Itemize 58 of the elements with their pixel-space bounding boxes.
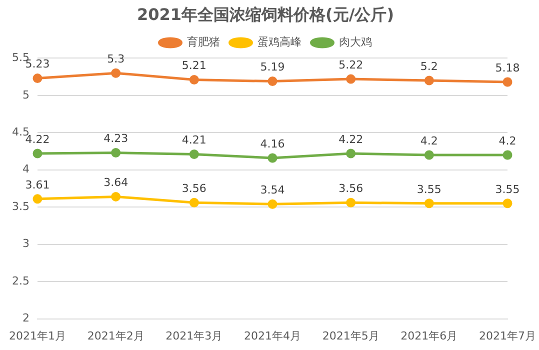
data-label: 4.22 — [338, 132, 364, 146]
point — [424, 198, 434, 208]
data-label: 3.56 — [182, 182, 206, 196]
data-label: 3.55 — [416, 182, 442, 196]
point — [346, 198, 356, 208]
x-tick-label: 2021年5月 — [322, 329, 380, 342]
data-label: 4.2 — [420, 134, 438, 148]
data-label: 4.2 — [498, 134, 516, 148]
data-label: 3.54 — [260, 183, 285, 196]
point — [189, 198, 199, 208]
data-label: 5.22 — [338, 58, 364, 72]
legend-label: 肉大鸡 — [338, 36, 372, 49]
point — [346, 74, 356, 84]
point — [32, 148, 42, 158]
y-tick-label: 3 — [22, 237, 30, 250]
point — [111, 68, 121, 78]
data-label: 5.18 — [495, 61, 520, 74]
point — [111, 148, 121, 158]
point — [268, 76, 278, 86]
chart-title: 2021年全国浓缩饲料价格(元/公斤) — [137, 4, 394, 24]
point — [502, 77, 512, 87]
legend-label: 蛋鸡高峰 — [257, 36, 302, 49]
data-label: 5.3 — [107, 52, 125, 66]
y-tick-label: 4 — [22, 162, 30, 176]
x-tick-label: 2021年1月 — [8, 329, 66, 342]
x-tick-label: 2021年6月 — [400, 329, 458, 342]
point — [502, 198, 512, 208]
data-label: 4.16 — [260, 137, 285, 150]
y-tick-label: 5 — [22, 88, 30, 102]
point — [268, 153, 278, 163]
point — [424, 76, 434, 86]
y-tick-label: 2.5 — [12, 274, 30, 288]
point — [189, 75, 199, 85]
data-label: 3.55 — [495, 182, 520, 196]
data-label: 4.21 — [182, 134, 206, 147]
point — [268, 199, 278, 209]
x-tick-label: 2021年7月 — [479, 329, 536, 342]
x-tick-label: 2021年3月 — [166, 329, 223, 342]
point — [502, 150, 512, 160]
point — [111, 192, 121, 202]
point — [32, 194, 42, 204]
x-tick-label: 2021年4月 — [244, 329, 301, 342]
data-label: 3.64 — [104, 176, 128, 190]
y-tick-label: 3.5 — [12, 200, 30, 213]
y-tick-label: 2 — [22, 312, 30, 325]
data-label: 5.23 — [25, 58, 50, 71]
data-label: 4.23 — [104, 132, 128, 146]
point — [32, 74, 42, 84]
legend-label: 育肥猪 — [186, 36, 220, 49]
point — [189, 150, 199, 159]
data-label: 5.2 — [420, 60, 438, 73]
data-label: 3.56 — [338, 182, 364, 196]
data-label: 5.21 — [182, 59, 206, 72]
point — [346, 148, 356, 158]
x-tick-label: 2021年2月 — [87, 329, 144, 342]
point — [424, 150, 434, 160]
data-label: 5.19 — [260, 60, 285, 74]
data-label: 3.61 — [25, 178, 50, 192]
